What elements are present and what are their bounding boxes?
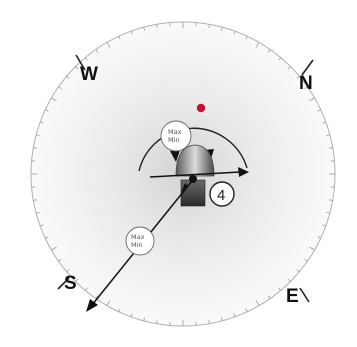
ring-tick (221, 27, 223, 31)
north-label: N (299, 73, 313, 94)
ring-tick (208, 320, 210, 324)
upper-bubble-line1: Max (168, 128, 182, 136)
ring-tick (106, 42, 111, 48)
ring-tick (33, 147, 37, 149)
ring-tick (267, 295, 271, 299)
pointer-inner-arrow (181, 183, 188, 193)
ring-tick (309, 97, 315, 102)
upper-arc (138, 127, 248, 172)
ring-tick (304, 258, 308, 262)
ring-tick (267, 49, 271, 53)
ring-tick (40, 224, 44, 227)
ring-tick (75, 278, 79, 282)
dome-shape (175, 144, 215, 177)
center-pivot (189, 175, 197, 183)
ring-tick (329, 199, 333, 201)
ring-tick (33, 199, 37, 201)
ring-tick (309, 246, 315, 251)
pointer-arrow-head (86, 299, 98, 312)
ring-tick (304, 86, 308, 90)
ring-tick (156, 320, 158, 324)
callout-four: 4 (209, 181, 235, 207)
ring-tick (233, 31, 236, 35)
ring-tick (84, 57, 88, 61)
ring-tick (278, 287, 282, 291)
ring-tick (278, 57, 282, 61)
ring-tick (317, 109, 321, 112)
ring-tick (233, 313, 236, 317)
ring-tick (296, 269, 300, 273)
callout-number: 4 (217, 187, 225, 204)
ring-tick (296, 75, 300, 79)
ring-tick (255, 300, 260, 306)
ring-tick (130, 313, 133, 317)
ring-tick (58, 86, 62, 90)
west-label: W (80, 64, 98, 85)
ring-tick (84, 287, 88, 291)
west-tick (75, 54, 86, 71)
ring-tick (322, 224, 326, 227)
ring-tick (245, 36, 248, 40)
ring-tick (95, 49, 99, 53)
ring-tick (51, 97, 57, 102)
ring-tick (118, 36, 121, 40)
ring-tick (156, 24, 158, 28)
ring-tick (322, 121, 326, 124)
ring-tick (143, 27, 145, 31)
south-label: S (64, 273, 77, 294)
ring-tick (58, 258, 62, 262)
ring-tick (51, 246, 57, 251)
ring-tick (245, 308, 248, 312)
ring-tick (95, 295, 99, 299)
lower-bubble-line1: Max (131, 233, 145, 241)
dark-block (180, 179, 206, 207)
ring-tick (66, 75, 70, 79)
south-tick (57, 277, 70, 290)
ring-tick (326, 212, 330, 214)
ring-tick (255, 42, 260, 48)
ring-tick (287, 66, 291, 70)
upper-bubble: Max Min (160, 120, 192, 152)
compass-ticks (31, 22, 335, 326)
horizontal-axis (149, 171, 241, 178)
arc-arrow-left (170, 150, 180, 162)
ring-tick (40, 121, 44, 124)
ring-tick (36, 134, 40, 136)
east-label: E (286, 286, 299, 307)
ring-tick (75, 66, 79, 70)
lower-bubble: Max Min (125, 226, 155, 256)
ring-tick (45, 109, 49, 112)
north-tick (301, 59, 314, 76)
ring-tick (326, 134, 330, 136)
ring-tick (221, 317, 223, 321)
horizontal-axis-arrow (238, 167, 249, 177)
ring-tick (118, 308, 121, 312)
upper-bubble-line2: Min (168, 136, 180, 144)
lower-bubble-line2: Min (131, 241, 143, 249)
ring-tick (317, 236, 321, 239)
ring-tick (329, 147, 333, 149)
ring-tick (106, 300, 111, 306)
ring-tick (130, 31, 133, 35)
ring-tick (36, 212, 40, 214)
ring-tick (143, 317, 145, 321)
east-tick (299, 287, 310, 303)
ring-tick (287, 278, 291, 282)
ring-tick (208, 24, 210, 28)
ring-tick (66, 269, 70, 273)
red-dot-marker (196, 103, 206, 113)
ring-tick (45, 236, 49, 239)
